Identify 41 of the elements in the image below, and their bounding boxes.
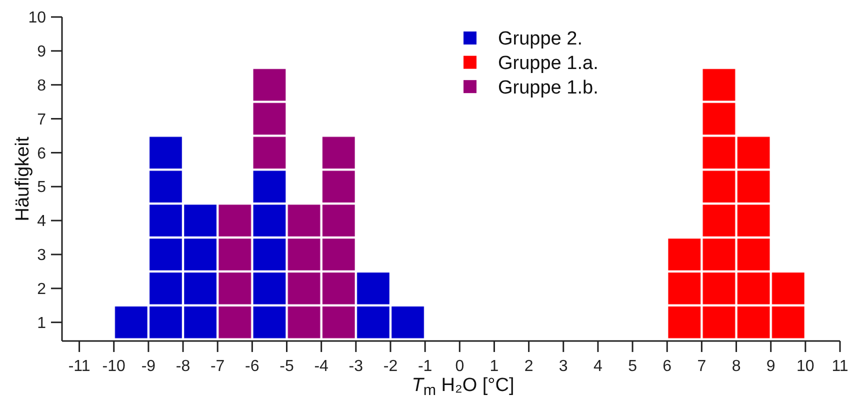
bar xyxy=(252,170,287,340)
x-tick-label: 1 xyxy=(490,358,499,375)
y-tick-label: 3 xyxy=(37,247,46,264)
x-tick-label: 5 xyxy=(628,358,638,375)
x-tick-label: -4 xyxy=(314,358,329,375)
y-tick-label: 6 xyxy=(37,145,46,162)
y-axis-title: Häufigkeit xyxy=(12,136,34,222)
y-tick-label: 2 xyxy=(37,281,46,298)
x-axis-title: T$_{m}$ H₂O [°C] xyxy=(412,375,514,399)
y-tick-label: 9 xyxy=(37,44,46,61)
x-tick-label: 0 xyxy=(455,358,464,375)
x-tick-label: -5 xyxy=(280,358,294,375)
x-tick-label: -10 xyxy=(102,358,126,375)
y-tick-label: 4 xyxy=(37,213,46,230)
y-tick-label: 1 xyxy=(37,314,46,332)
y-tick-label: 7 xyxy=(37,111,46,128)
y-tick-label: 5 xyxy=(37,179,46,196)
x-tick-label: -1 xyxy=(418,358,432,375)
x-tick-label: 6 xyxy=(662,358,672,375)
x-tick-label: -9 xyxy=(141,358,156,375)
x-tick-label: 10 xyxy=(796,358,814,375)
y-tick-label: 8 xyxy=(37,77,46,94)
bar xyxy=(252,68,287,170)
bar xyxy=(218,204,252,340)
x-tick-label: 3 xyxy=(558,358,568,375)
x-tick-label: 9 xyxy=(766,358,776,375)
x-tick-label: 2 xyxy=(524,358,534,375)
x-tick-label: -6 xyxy=(245,358,260,375)
x-tick-label: -2 xyxy=(383,358,398,375)
legend-label: Gruppe 1.a. xyxy=(498,52,598,74)
x-tick-label: 7 xyxy=(697,358,706,375)
x-tick-label: 4 xyxy=(594,358,602,375)
x-tick-label: 8 xyxy=(732,358,741,375)
x-tick-label: -7 xyxy=(210,358,225,375)
x-tick-label: -11 xyxy=(68,358,90,375)
legend-label: Gruppe 1.b. xyxy=(498,77,598,98)
legend-label: Gruppe 2. xyxy=(498,28,582,50)
x-tick-label: 11 xyxy=(832,358,848,375)
y-tick-label: 10 xyxy=(28,10,46,27)
x-tick-label: -8 xyxy=(176,358,190,375)
x-tick-label: -3 xyxy=(348,358,364,375)
